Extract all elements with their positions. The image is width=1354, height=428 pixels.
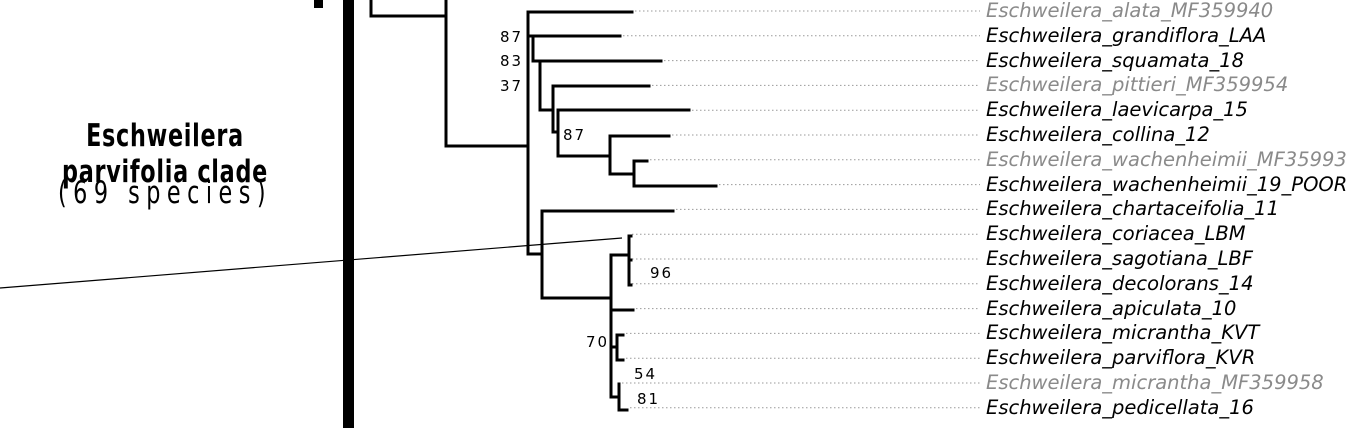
taxon-label: Eschweilera_wachenheimii_19_POOR: [986, 172, 1348, 196]
taxon-label: Eschweilera_pittieri_MF359954: [986, 73, 1289, 97]
clade-bar: [343, 0, 354, 428]
taxon-label: Eschweilera_micrantha_KVT: [986, 321, 1260, 345]
taxon-label: Eschweilera_collina_12: [986, 123, 1210, 146]
support-value: 96: [650, 264, 674, 282]
clade-tick: [314, 0, 323, 8]
support-value: 70: [586, 333, 610, 351]
support-value: 83: [500, 52, 524, 70]
taxon-label: Eschweilera_wachenheimii_MF35993: [986, 147, 1347, 171]
taxon-label: Eschweilera_grandiflora_LAA: [986, 23, 1267, 47]
taxon-label: Eschweilera_decolorans_14: [986, 271, 1254, 295]
leader-lines: [622, 10, 980, 409]
taxon-label: Eschweilera_laevicarpa_15: [986, 98, 1248, 122]
support-value: 87: [500, 28, 524, 46]
taxon-label: Eschweilera_squamata_18: [986, 48, 1245, 72]
support-value: 54: [634, 365, 658, 383]
support-value: 81: [637, 390, 661, 408]
taxon-label: Eschweilera_chartaceifolia_11: [986, 197, 1279, 221]
clade-decorations: [0, 0, 623, 428]
taxon-label: Eschweilera_apiculata_10: [986, 296, 1237, 320]
taxon-label: Eschweilera_alata_MF359940: [986, 0, 1274, 22]
support-value: 37: [500, 77, 524, 95]
taxon-label: Eschweilera_sagotiana_LBF: [986, 247, 1254, 270]
tree-branches: [369, 0, 718, 412]
taxon-label: Eschweilera_parviflora_KVR: [986, 346, 1256, 370]
taxon-label: Eschweilera_micrantha_MF359958: [986, 371, 1324, 394]
taxon-label: Eschweilera_coriacea_LBM: [986, 222, 1246, 246]
taxon-label: Eschweilera_pedicellata_16: [986, 395, 1254, 419]
clade-species-count: (69 species): [57, 175, 273, 211]
clade-title: Eschweilera parvifolia clade: [61, 118, 269, 190]
pointer-line: [0, 237, 623, 289]
support-value: 87: [563, 126, 587, 144]
